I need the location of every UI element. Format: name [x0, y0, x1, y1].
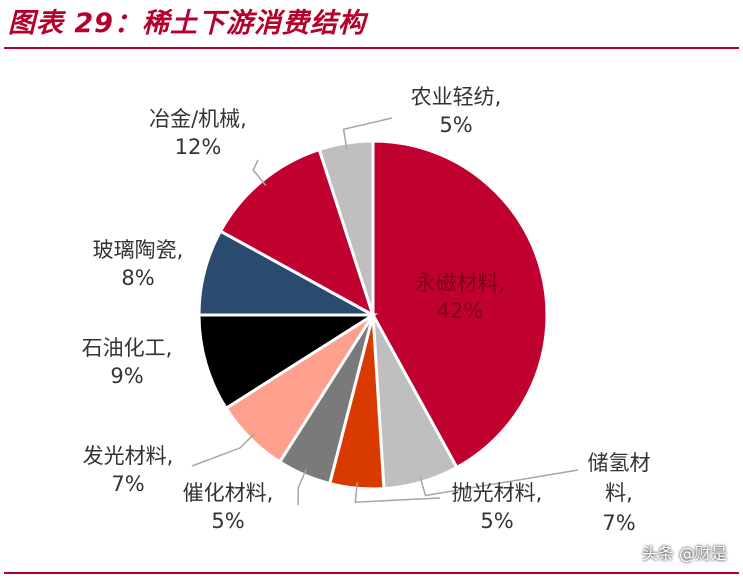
slice-value-label: 42%	[437, 299, 484, 323]
leader-line	[191, 433, 255, 467]
slice-value-label: 12%	[175, 135, 222, 159]
leader-line	[354, 482, 441, 503]
chart-title: 图表 29：稀土下游消费结构	[8, 8, 366, 39]
watermark: 头条 @财是	[641, 544, 727, 563]
slice-value-label: 9%	[110, 364, 143, 388]
bottom-divider	[4, 572, 739, 574]
pie-slice	[371, 139, 549, 470]
title-divider	[4, 47, 739, 49]
slice-label: 农业轻纺,	[411, 85, 502, 109]
slice-label: 催化材料,	[183, 481, 274, 505]
slice-value-label: 7%	[602, 511, 635, 535]
slice-value-label: 5%	[211, 509, 244, 533]
slice-label: 料,	[605, 481, 633, 505]
leader-line	[419, 469, 579, 497]
slice-value-label: 5%	[439, 113, 472, 137]
slice-label: 永磁材料,	[415, 271, 506, 295]
leader-line	[252, 159, 267, 187]
slice-value-label: 8%	[121, 266, 154, 290]
slice-value-label: 7%	[111, 472, 144, 496]
slice-label: 冶金/机械,	[149, 107, 247, 131]
pie-slice	[197, 313, 379, 411]
slice-value-label: 5%	[480, 509, 513, 533]
slice-label: 石油化工,	[82, 336, 173, 360]
slice-label: 抛光材料,	[452, 481, 543, 505]
leader-line	[342, 117, 393, 150]
slice-label: 储氢材	[588, 451, 651, 475]
leader-line	[297, 468, 307, 506]
slice-label: 玻璃陶瓷,	[93, 238, 184, 262]
slice-label: 发光材料,	[83, 444, 174, 468]
